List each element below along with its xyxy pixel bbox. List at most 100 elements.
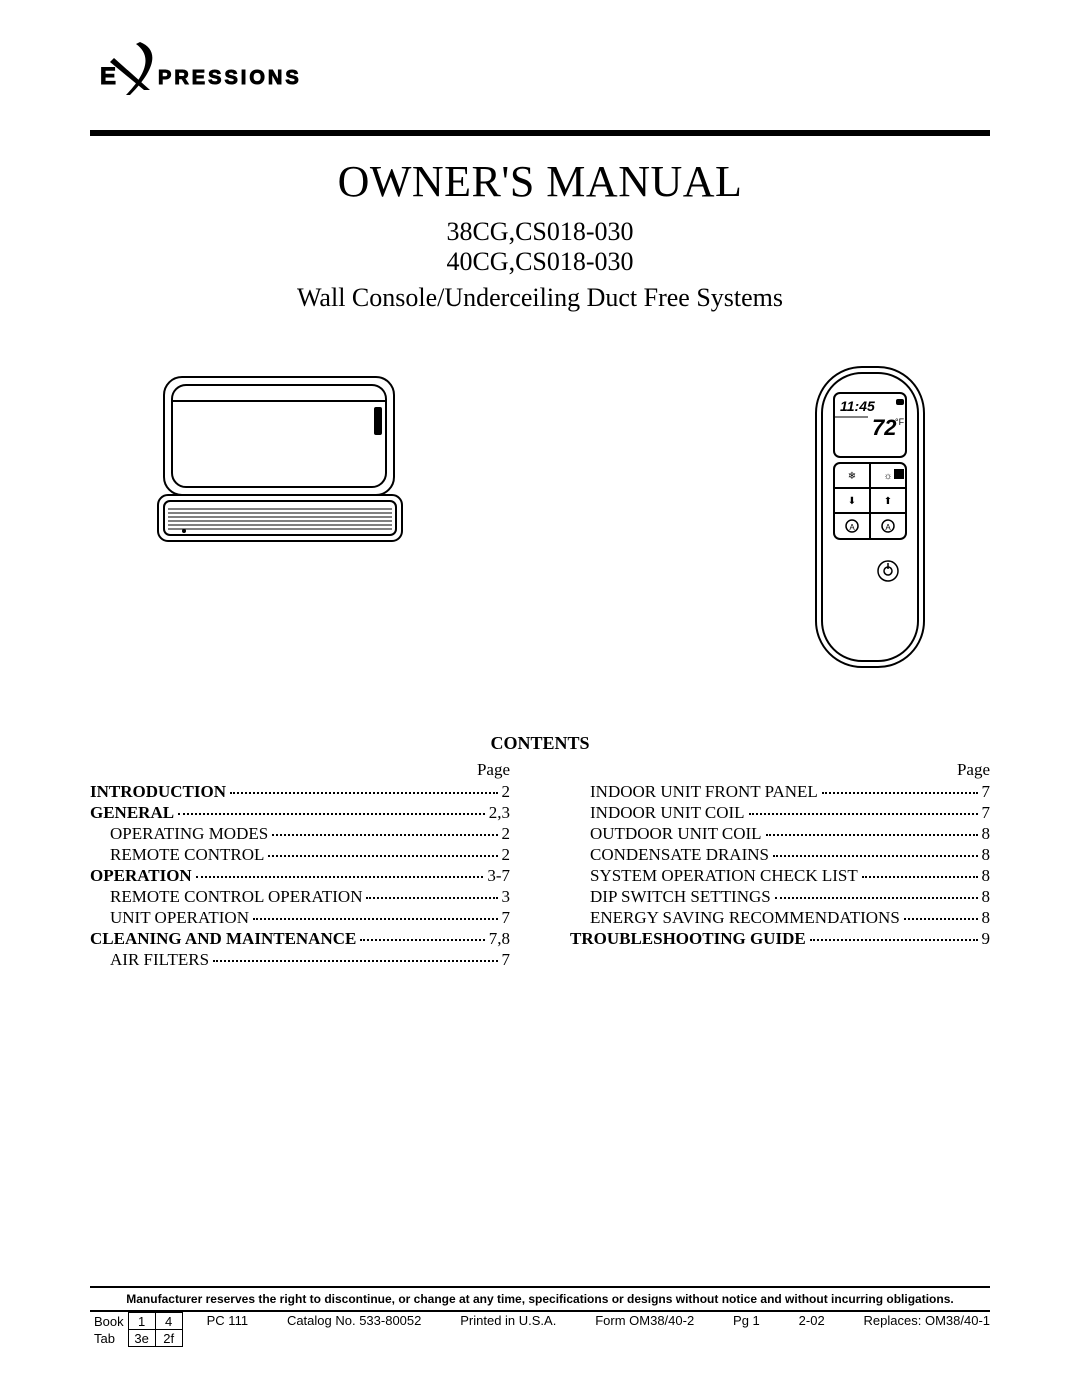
toc-leader	[178, 813, 485, 815]
toc-label: AIR FILTERS	[110, 950, 209, 970]
toc-row: OPERATING MODES2	[90, 824, 510, 844]
toc-leader	[810, 939, 978, 941]
toc-right-column: Page INDOOR UNIT FRONT PANEL7INDOOR UNIT…	[570, 760, 990, 971]
footer-printed: Printed in U.S.A.	[460, 1313, 556, 1328]
toc-leader	[272, 834, 497, 836]
footer-replaces: Replaces: OM38/40-1	[864, 1313, 990, 1328]
toc-row: INTRODUCTION 2	[90, 782, 510, 802]
toc-page: 2	[502, 782, 511, 802]
page-footer: Manufacturer reserves the right to disco…	[90, 1286, 990, 1347]
toc-row: CLEANING AND MAINTENANCE 7,8	[90, 929, 510, 949]
toc-leader	[775, 897, 978, 899]
book-tab-table: Book 1 4 Tab 3e 2f	[90, 1312, 183, 1347]
toc-page: 7	[502, 950, 511, 970]
toc-row: REMOTE CONTROL OPERATION 3	[90, 887, 510, 907]
tab-a: 3e	[128, 1330, 155, 1347]
toc-row: DIP SWITCH SETTINGS 8	[570, 887, 990, 907]
toc-page: 8	[982, 845, 991, 865]
toc-page: 3	[502, 887, 511, 907]
contents-heading: CONTENTS	[90, 733, 990, 754]
toc-right-rows: INDOOR UNIT FRONT PANEL7INDOOR UNIT COIL…	[570, 782, 990, 949]
footer-catalog: Catalog No. 533-80052	[287, 1313, 421, 1328]
toc-label: INTRODUCTION	[90, 782, 226, 802]
footer-meta: Book 1 4 Tab 3e 2f PC 111 Catalog No. 53…	[90, 1312, 990, 1347]
toc-page: 3-7	[487, 866, 510, 886]
document-page: E PRESSIONS OWNER'S MANUAL 38CG,CS018-03…	[0, 0, 1080, 1397]
indoor-unit-illustration	[150, 363, 430, 563]
footer-date: 2-02	[799, 1313, 825, 1328]
toc-label: REMOTE CONTROL	[110, 845, 264, 865]
svg-text:⬆: ⬆	[884, 496, 892, 507]
book-b: 4	[155, 1313, 182, 1330]
toc-page: 7	[502, 908, 511, 928]
toc-label: TROUBLESHOOTING GUIDE	[570, 929, 806, 949]
toc-leader	[822, 792, 978, 794]
toc-label: ENERGY SAVING RECOMMENDATIONS	[590, 908, 900, 928]
remote-illustration: 11:45 72 °F ❄ ☼ ⬇ ⬆ A A	[810, 363, 930, 673]
toc-label: REMOTE CONTROL OPERATION	[110, 887, 362, 907]
toc-leader	[366, 897, 497, 899]
toc-page: 8	[982, 908, 991, 928]
brand-logo: E PRESSIONS	[100, 40, 990, 100]
toc-label: CONDENSATE DRAINS	[590, 845, 769, 865]
toc-label: INDOOR UNIT FRONT PANEL	[590, 782, 818, 802]
toc-label: SYSTEM OPERATION CHECK LIST	[590, 866, 858, 886]
toc-leader	[253, 918, 498, 920]
page-header-left: Page	[90, 760, 510, 780]
toc-row: GENERAL2,3	[90, 803, 510, 823]
doc-title: OWNER'S MANUAL	[90, 156, 990, 207]
toc-label: UNIT OPERATION	[110, 908, 249, 928]
toc-row: INDOOR UNIT COIL 7	[570, 803, 990, 823]
book-a: 1	[128, 1313, 155, 1330]
remote-time: 11:45	[840, 398, 875, 414]
toc-leader	[862, 876, 978, 878]
tab-b: 2f	[155, 1330, 182, 1347]
footer-pc: PC 111	[207, 1313, 248, 1328]
toc-page: 8	[982, 887, 991, 907]
toc-page: 7,8	[489, 929, 510, 949]
toc-page: 7	[982, 803, 991, 823]
toc-label: DIP SWITCH SETTINGS	[590, 887, 771, 907]
illustrations: 11:45 72 °F ❄ ☼ ⬇ ⬆ A A	[90, 363, 990, 673]
footer-rule-top	[90, 1286, 990, 1288]
toc-row: OPERATION 3-7	[90, 866, 510, 886]
toc-row: CONDENSATE DRAINS 8	[570, 845, 990, 865]
svg-text:°F: °F	[895, 417, 905, 427]
toc-page: 8	[982, 866, 991, 886]
toc-leader	[749, 813, 978, 815]
book-label: Book	[90, 1313, 128, 1330]
toc-row: SYSTEM OPERATION CHECK LIST 8	[570, 866, 990, 886]
svg-text:A: A	[885, 523, 891, 532]
toc-label: INDOOR UNIT COIL	[590, 803, 745, 823]
toc-leader	[773, 855, 978, 857]
toc-row: AIR FILTERS 7	[90, 950, 510, 970]
logo-text: PRESSIONS	[158, 67, 302, 89]
toc-page: 7	[982, 782, 991, 802]
toc-row: UNIT OPERATION 7	[90, 908, 510, 928]
model-line-2: 40CG,CS018-030	[90, 247, 990, 277]
toc-label: GENERAL	[90, 803, 174, 823]
toc-leader	[230, 792, 497, 794]
toc-leader	[213, 960, 497, 962]
toc-label: CLEANING AND MAINTENANCE	[90, 929, 356, 949]
svg-text:⬇: ⬇	[848, 496, 856, 507]
footer-pg: Pg 1	[733, 1313, 760, 1328]
toc-label: OPERATION	[90, 866, 192, 886]
svg-text:E: E	[100, 63, 118, 90]
toc-leader	[904, 918, 978, 920]
toc-page: 8	[982, 824, 991, 844]
svg-text:❄: ❄	[848, 471, 856, 482]
toc-label: OPERATING MODES	[110, 824, 268, 844]
svg-text:☼: ☼	[883, 471, 892, 482]
toc-leader	[196, 876, 484, 878]
toc-leader	[360, 939, 484, 941]
table-of-contents: Page INTRODUCTION2GENERAL2,3OPERATING MO…	[90, 760, 990, 971]
svg-text:A: A	[849, 523, 855, 532]
toc-page: 2	[502, 845, 511, 865]
top-rule	[90, 130, 990, 136]
remote-temp: 72	[872, 415, 897, 440]
toc-row: OUTDOOR UNIT COIL8	[570, 824, 990, 844]
toc-leader	[268, 855, 497, 857]
toc-row: REMOTE CONTROL 2	[90, 845, 510, 865]
toc-left-column: Page INTRODUCTION2GENERAL2,3OPERATING MO…	[90, 760, 510, 971]
